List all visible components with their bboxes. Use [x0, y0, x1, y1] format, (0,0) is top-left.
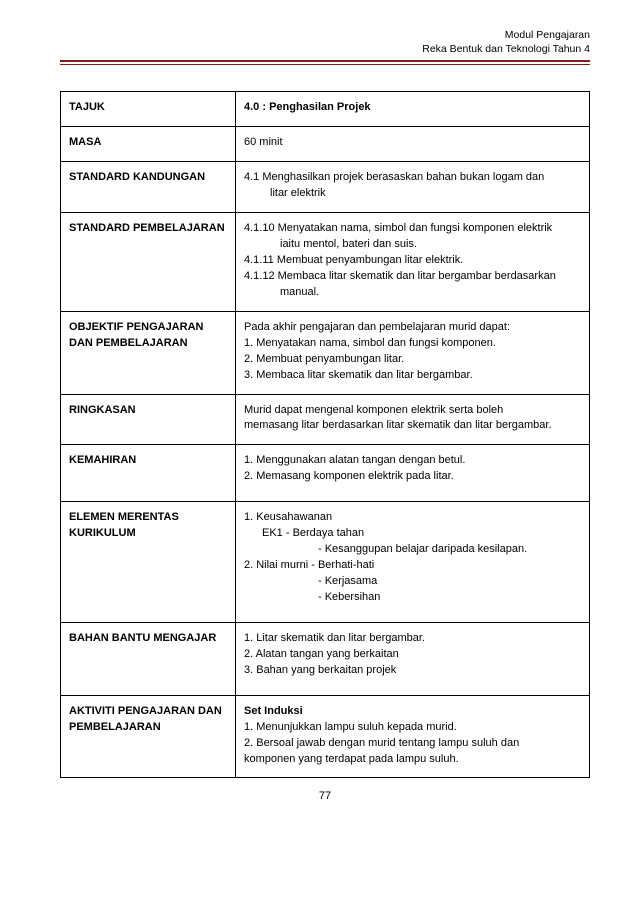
- table-row: RINGKASAN Murid dapat mengenal komponen …: [61, 394, 590, 445]
- table-row: ELEMEN MERENTAS KURIKULUM 1. Keusahawana…: [61, 502, 590, 623]
- row-label: OBJEKTIF PENGAJARAN DAN PEMBELAJARAN: [61, 311, 236, 394]
- row-value: 4.1 Menghasilkan projek berasaskan bahan…: [236, 162, 590, 213]
- row-label: AKTIVITI PENGAJARAN DAN PEMBELAJARAN: [61, 695, 236, 778]
- row-value: 1. Keusahawanan EK1 - Berdaya tahan - Ke…: [236, 502, 590, 623]
- row-label: RINGKASAN: [61, 394, 236, 445]
- row-value: Murid dapat mengenal komponen elektrik s…: [236, 394, 590, 445]
- lesson-plan-table: TAJUK 4.0 : Penghasilan Projek MASA 60 m…: [60, 91, 590, 778]
- row-label: MASA: [61, 127, 236, 162]
- row-value: 4.1.10 Menyatakan nama, simbol dan fungs…: [236, 213, 590, 312]
- table-row: KEMAHIRAN 1. Menggunakan alatan tangan d…: [61, 445, 590, 502]
- table-row: BAHAN BANTU MENGAJAR 1. Litar skematik d…: [61, 622, 590, 695]
- document-page: Modul Pengajaran Reka Bentuk dan Teknolo…: [0, 0, 638, 822]
- row-label: TAJUK: [61, 92, 236, 127]
- row-value: 1. Menggunakan alatan tangan dengan betu…: [236, 445, 590, 502]
- page-header: Modul Pengajaran Reka Bentuk dan Teknolo…: [60, 28, 590, 56]
- row-value: 60 minit: [236, 127, 590, 162]
- header-rule: [60, 60, 590, 65]
- row-label: ELEMEN MERENTAS KURIKULUM: [61, 502, 236, 623]
- row-value: Set Induksi 1. Menunjukkan lampu suluh k…: [236, 695, 590, 778]
- table-row: AKTIVITI PENGAJARAN DAN PEMBELAJARAN Set…: [61, 695, 590, 778]
- header-line-1: Modul Pengajaran: [60, 28, 590, 42]
- table-row: STANDARD PEMBELAJARAN 4.1.10 Menyatakan …: [61, 213, 590, 312]
- row-value: 1. Litar skematik dan litar bergambar. 2…: [236, 622, 590, 695]
- row-label: KEMAHIRAN: [61, 445, 236, 502]
- header-line-2: Reka Bentuk dan Teknologi Tahun 4: [60, 42, 590, 56]
- row-label: STANDARD KANDUNGAN: [61, 162, 236, 213]
- table-row: TAJUK 4.0 : Penghasilan Projek: [61, 92, 590, 127]
- row-value: Pada akhir pengajaran dan pembelajaran m…: [236, 311, 590, 394]
- table-row: MASA 60 minit: [61, 127, 590, 162]
- row-value: 4.0 : Penghasilan Projek: [236, 92, 590, 127]
- table-row: STANDARD KANDUNGAN 4.1 Menghasilkan proj…: [61, 162, 590, 213]
- table-row: OBJEKTIF PENGAJARAN DAN PEMBELAJARAN Pad…: [61, 311, 590, 394]
- page-number: 77: [60, 790, 590, 802]
- row-label: BAHAN BANTU MENGAJAR: [61, 622, 236, 695]
- row-label: STANDARD PEMBELAJARAN: [61, 213, 236, 312]
